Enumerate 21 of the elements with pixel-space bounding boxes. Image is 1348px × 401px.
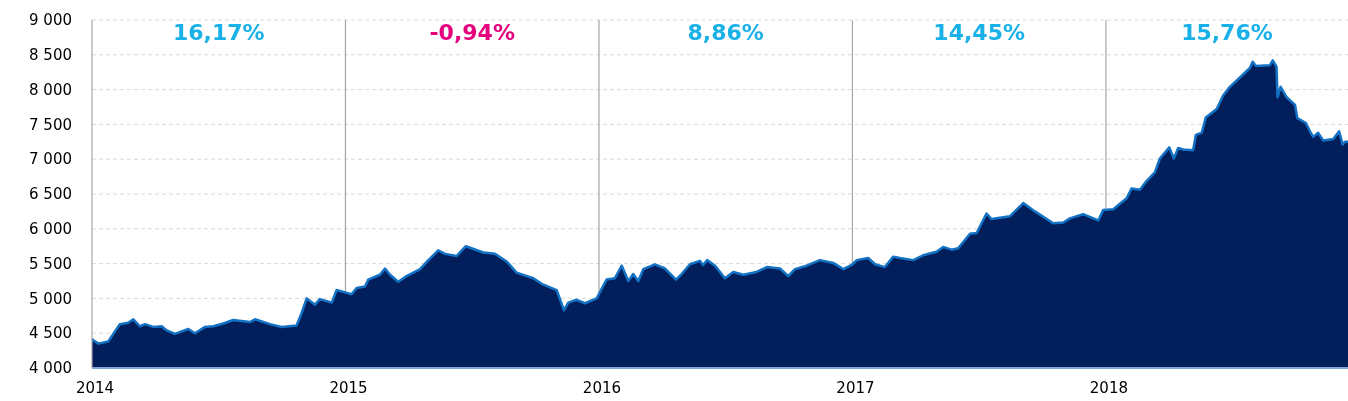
- y-tick-label: 9 000: [29, 11, 72, 30]
- y-tick-label: 7 500: [29, 115, 72, 134]
- x-tick-label: 2017: [836, 379, 875, 397]
- x-tick-label: 2014: [75, 379, 115, 397]
- y-tick-label: 5 500: [29, 254, 72, 273]
- annotation: 8,86%: [687, 20, 764, 45]
- y-tick-label: 8 500: [29, 46, 72, 65]
- annotation: 16,17%: [172, 20, 265, 45]
- y-tick-label: 4 500: [29, 324, 72, 343]
- y-tick-label: 6 000: [29, 220, 72, 239]
- y-tick-label: 7 000: [29, 150, 72, 169]
- annotation: -0,94%: [429, 20, 515, 45]
- annotation: 15,76%: [1181, 20, 1273, 45]
- y-tick-label: 4 000: [29, 359, 72, 378]
- annotation: 14,45%: [933, 20, 1026, 45]
- y-tick-label: 5 000: [29, 289, 72, 308]
- y-tick-label: 8 000: [29, 80, 72, 99]
- y-tick-label: 6 500: [29, 185, 72, 204]
- x-tick-label: 2018: [1089, 379, 1129, 397]
- x-tick-label: 2015: [329, 379, 368, 397]
- x-tick-label: 2016: [582, 379, 622, 397]
